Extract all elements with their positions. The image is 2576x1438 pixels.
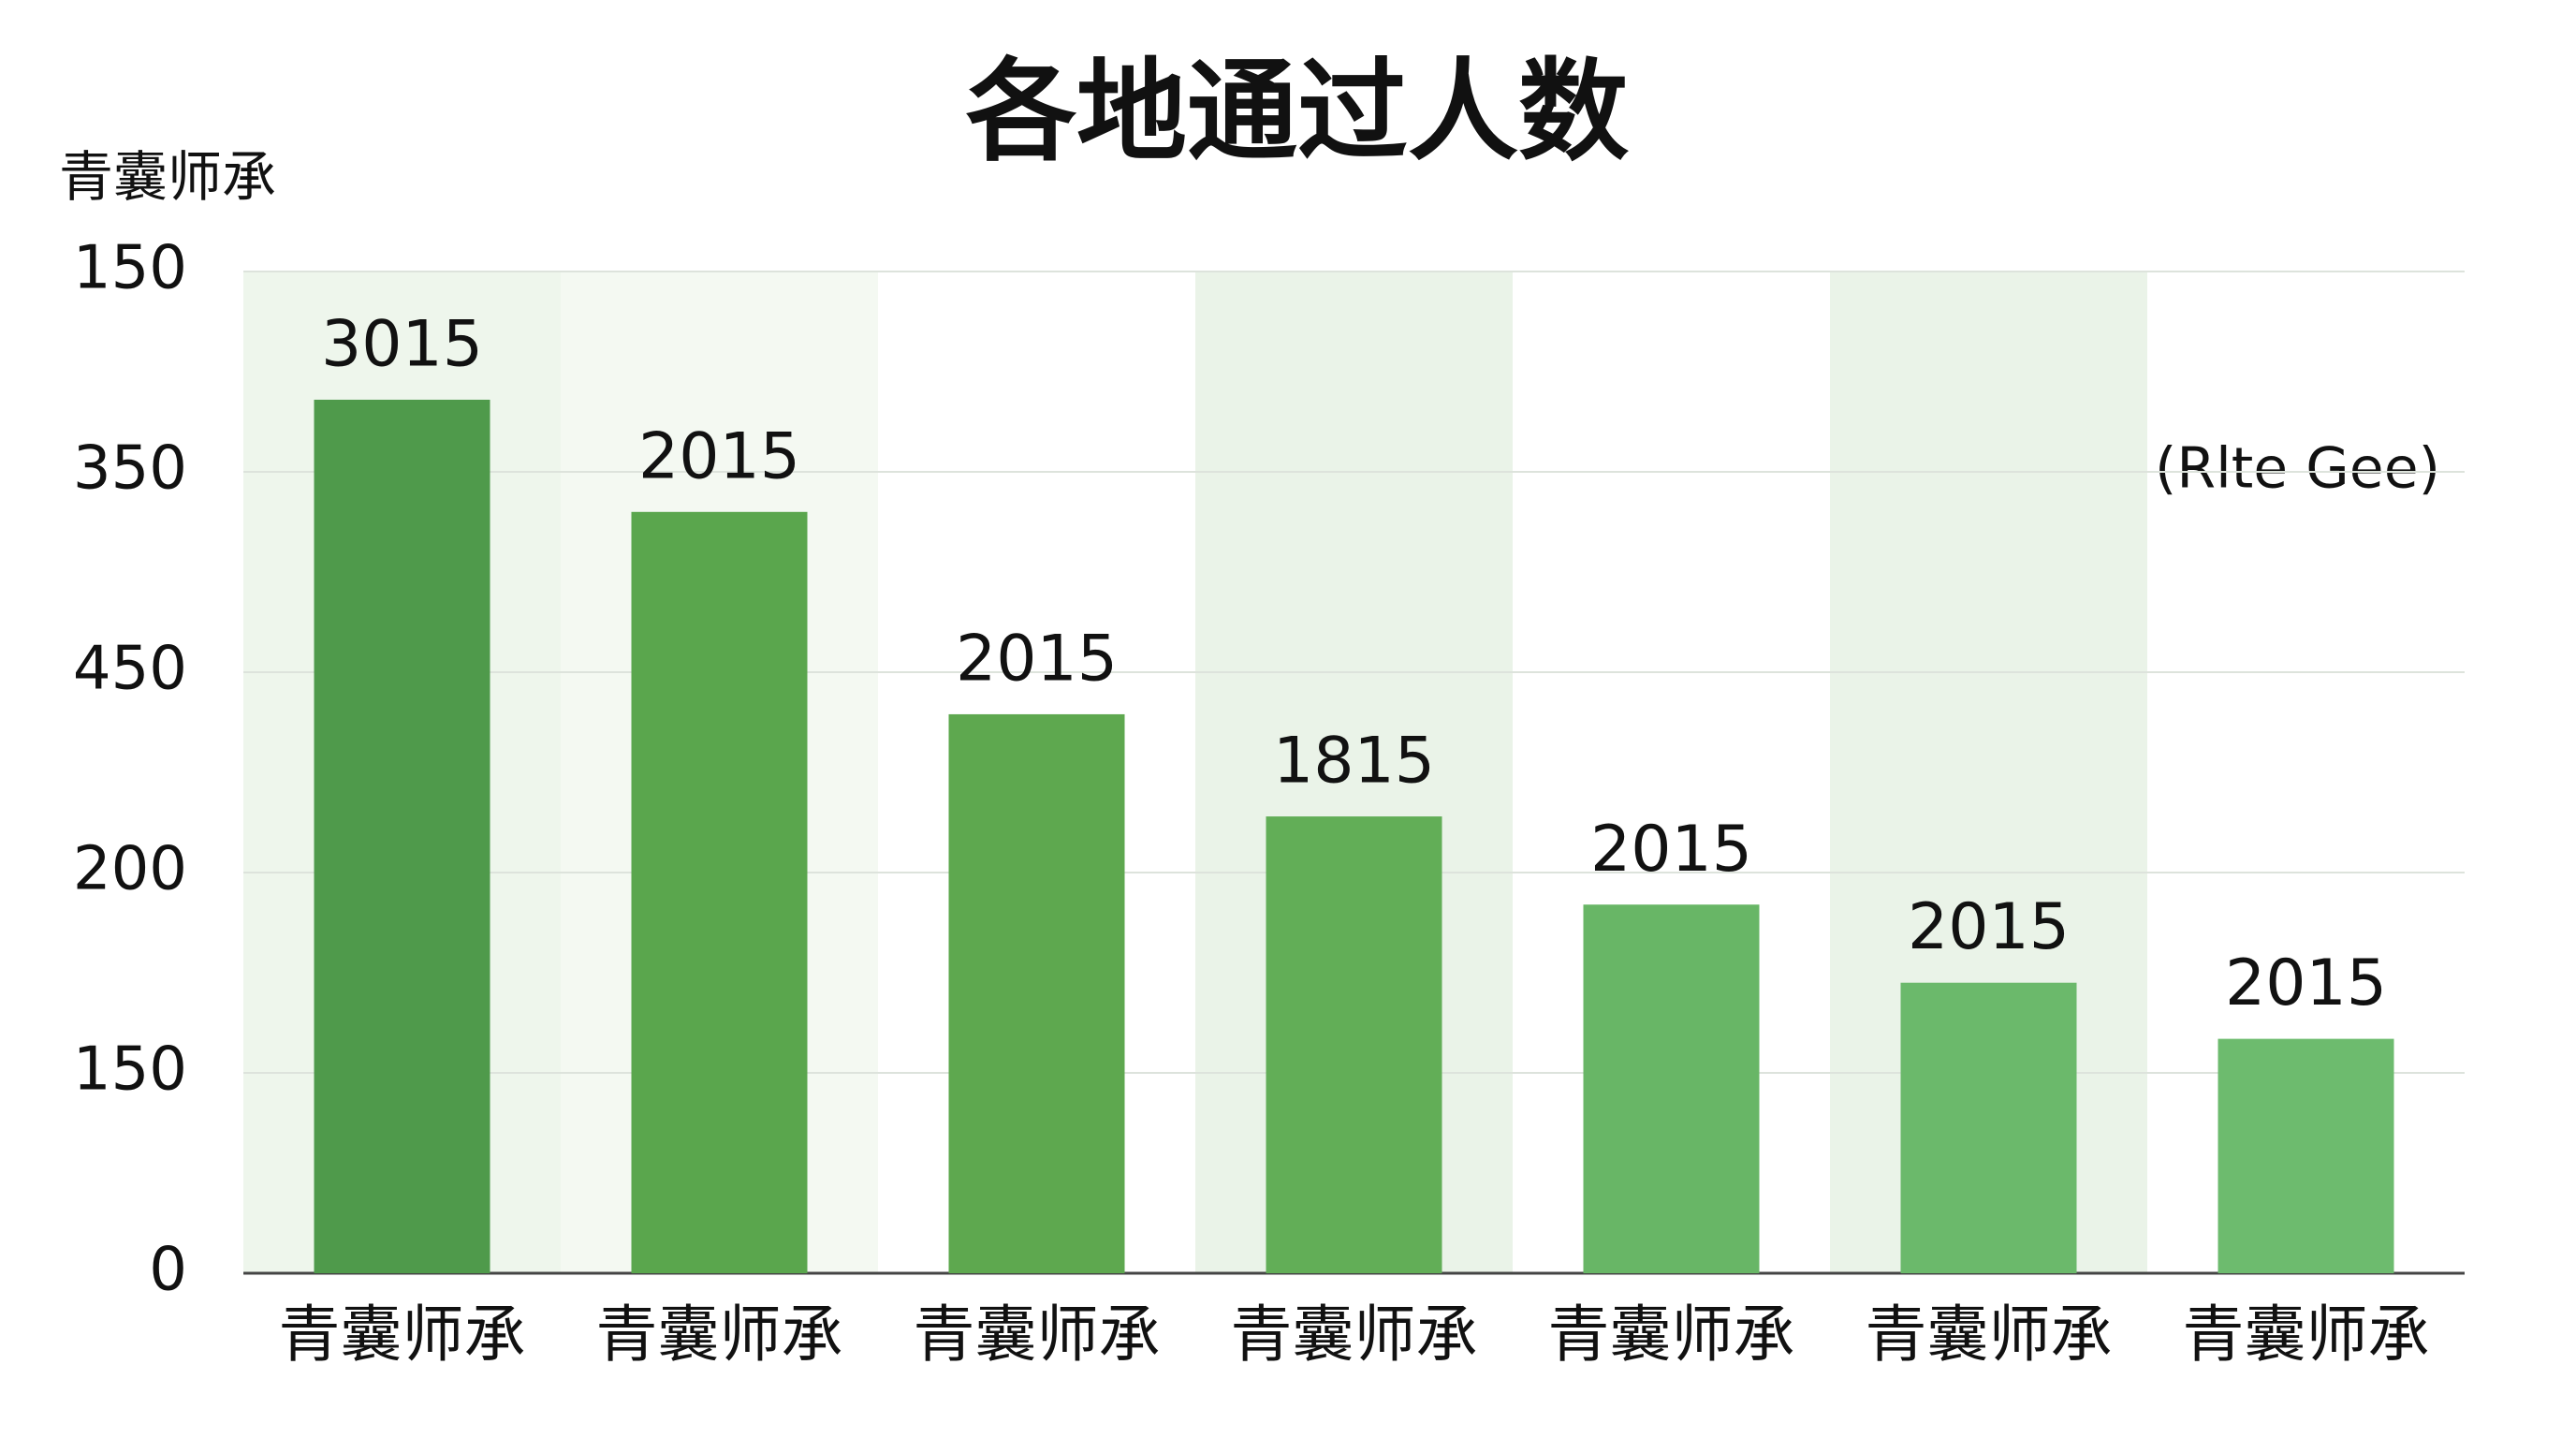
y-tick-label: 350 [73, 434, 187, 504]
y-tick-label: 450 [73, 635, 187, 704]
data-label: 2015 [638, 419, 800, 493]
x-tick-label: 青囊师承 [1231, 1299, 1478, 1371]
bar [2217, 1038, 2394, 1273]
y-tick-label: 150 [73, 234, 187, 303]
bar [314, 399, 490, 1274]
x-tick-label: 青囊师承 [2183, 1299, 2430, 1371]
x-tick-label: 青囊师承 [596, 1299, 843, 1371]
bar [948, 713, 1125, 1273]
bar [1900, 982, 2077, 1273]
bar [1583, 904, 1760, 1273]
data-label: 3015 [321, 308, 483, 382]
x-tick-label: 青囊师承 [1548, 1299, 1795, 1371]
data-label: 2015 [1590, 813, 1752, 887]
data-label: 1815 [1273, 725, 1435, 799]
data-label: 2015 [1908, 890, 2070, 964]
data-label: 2015 [2225, 946, 2387, 1020]
x-tick-label: 青囊师承 [279, 1299, 526, 1371]
bar [631, 511, 808, 1273]
y-axis-label: 青囊师承 [59, 145, 276, 209]
x-tick-label: 青囊师承 [914, 1299, 1161, 1371]
chart-title: 各地通过人数 [966, 47, 1629, 176]
y-tick-label: 150 [73, 1035, 187, 1105]
y-tick-label: 200 [73, 835, 187, 904]
data-label: 2015 [956, 622, 1118, 696]
y-tick-label: 0 [149, 1236, 187, 1305]
annotation: (Rlte Gee) [2155, 436, 2440, 502]
x-tick-label: 青囊师承 [1866, 1299, 2113, 1371]
background-panels [243, 271, 2147, 1273]
bar [1266, 816, 1442, 1273]
